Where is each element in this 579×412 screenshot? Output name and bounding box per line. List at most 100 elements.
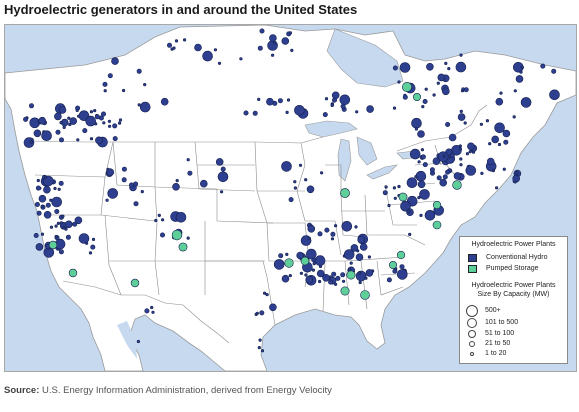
conventional-hydro-plant bbox=[299, 271, 304, 275]
conventional-hydro-plant bbox=[263, 291, 267, 295]
conventional-hydro-plant bbox=[252, 110, 258, 116]
conventional-hydro-plant bbox=[439, 178, 448, 187]
pumped-storage-plant bbox=[398, 192, 408, 202]
conventional-hydro-plant bbox=[296, 251, 305, 260]
conventional-hydro-plant bbox=[453, 172, 462, 180]
conventional-hydro-plant bbox=[417, 196, 421, 200]
conventional-hydro-plant bbox=[367, 255, 372, 259]
conventional-hydro-plant bbox=[118, 118, 123, 122]
pumped-storage-plant bbox=[432, 200, 442, 210]
conventional-hydro-plant bbox=[540, 63, 546, 69]
conventional-hydro-plant bbox=[331, 91, 340, 100]
conventional-hydro-plant bbox=[157, 213, 161, 217]
conventional-hydro-plant bbox=[359, 243, 368, 251]
conventional-hydro-plant bbox=[78, 233, 90, 244]
conventional-hydro-plant bbox=[58, 180, 64, 186]
conventional-hydro-plant bbox=[51, 196, 63, 208]
conventional-hydro-plant bbox=[459, 109, 463, 113]
conventional-hydro-plant bbox=[266, 97, 274, 106]
conventional-hydro-plant bbox=[200, 179, 208, 188]
conventional-hydro-plant bbox=[150, 305, 154, 310]
conventional-hydro-plant bbox=[491, 169, 496, 173]
conventional-hydro-plant bbox=[396, 269, 408, 280]
conventional-hydro-plant bbox=[64, 220, 73, 229]
conventional-hydro-plant bbox=[38, 194, 47, 203]
conventional-hydro-plant bbox=[306, 185, 315, 194]
conventional-hydro-plant bbox=[515, 171, 519, 175]
size-circle-icon bbox=[468, 330, 476, 338]
conventional-hydro-plant bbox=[314, 255, 326, 266]
conventional-hydro-plant bbox=[144, 308, 150, 314]
conventional-hydro-plant bbox=[53, 186, 57, 191]
conventional-hydro-plant bbox=[259, 310, 265, 316]
conventional-hydro-plant bbox=[305, 275, 314, 284]
conventional-hydro-plant bbox=[59, 221, 64, 225]
conventional-hydro-plant bbox=[95, 136, 103, 145]
conventional-hydro-plant bbox=[471, 150, 476, 154]
lake-superior bbox=[304, 120, 358, 138]
conventional-hydro-plant bbox=[72, 221, 78, 227]
conventional-hydro-plant bbox=[40, 204, 44, 208]
conventional-hydro-plant bbox=[172, 46, 176, 50]
size-row: 1 to 20 bbox=[466, 349, 564, 359]
conventional-hydro-plant bbox=[286, 98, 291, 102]
conventional-hydro-plant bbox=[512, 115, 516, 119]
conventional-hydro-plant bbox=[129, 182, 135, 188]
conventional-hydro-plant bbox=[444, 61, 448, 66]
conventional-hydro-plant bbox=[417, 130, 425, 138]
conventional-swatch bbox=[468, 254, 477, 262]
conventional-hydro-plant bbox=[459, 157, 463, 161]
conventional-hydro-plant bbox=[459, 53, 463, 57]
conventional-hydro-plant bbox=[448, 133, 457, 142]
conventional-hydro-plant bbox=[257, 346, 261, 350]
legend-title: Hydroelectric Power Plants bbox=[471, 241, 556, 248]
conventional-hydro-plant bbox=[324, 97, 329, 101]
conventional-hydro-plant bbox=[106, 168, 115, 176]
conventional-hydro-plant bbox=[468, 150, 472, 154]
conventional-hydro-plant bbox=[330, 237, 335, 241]
conventional-hydro-plant bbox=[167, 42, 173, 48]
pumped-storage-plant bbox=[396, 250, 406, 260]
conventional-hydro-plant bbox=[465, 152, 470, 156]
conventional-hydro-plant bbox=[467, 142, 475, 151]
conventional-hydro-plant bbox=[278, 253, 284, 259]
conventional-hydro-plant bbox=[213, 48, 217, 52]
conventional-hydro-plant bbox=[43, 175, 47, 179]
conventional-hydro-plant bbox=[91, 237, 96, 241]
conventional-hydro-plant bbox=[384, 185, 388, 189]
conventional-hydro-plant bbox=[202, 50, 213, 62]
pumped-storage-plant bbox=[300, 256, 310, 266]
size-legend-subtitle: Size By Capacity (MW) bbox=[477, 291, 550, 298]
conventional-hydro-plant bbox=[112, 123, 118, 129]
conventional-hydro-plant bbox=[549, 89, 560, 101]
conventional-hydro-plant bbox=[343, 249, 355, 260]
conventional-hydro-plant bbox=[335, 275, 341, 281]
conventional-hydro-plant bbox=[243, 110, 249, 116]
conventional-hydro-plant bbox=[174, 39, 179, 43]
size-row: 21 to 50 bbox=[466, 339, 564, 349]
conventional-hydro-plant bbox=[324, 227, 330, 233]
conventional-hydro-plant bbox=[103, 89, 107, 93]
conventional-hydro-plant bbox=[429, 167, 435, 173]
conventional-hydro-plant bbox=[515, 75, 524, 83]
map-frame bbox=[4, 24, 577, 372]
conventional-hydro-plant bbox=[258, 338, 262, 342]
conventional-hydro-plant bbox=[502, 129, 511, 138]
conventional-hydro-plant bbox=[397, 184, 401, 189]
conventional-hydro-plant bbox=[494, 122, 505, 134]
conventional-hydro-plant bbox=[419, 213, 423, 217]
conventional-hydro-plant bbox=[426, 62, 434, 71]
conventional-hydro-plant bbox=[322, 274, 330, 282]
conventional-hydro-plant bbox=[175, 212, 187, 223]
pumped-storage-plant bbox=[171, 229, 183, 241]
size-label: 51 to 100 bbox=[485, 330, 515, 337]
conventional-hydro-plant bbox=[355, 110, 359, 114]
conventional-hydro-plant bbox=[399, 264, 405, 270]
conventional-hydro-plant bbox=[67, 116, 71, 120]
conventional-hydro-plant bbox=[461, 87, 465, 91]
conventional-hydro-plant bbox=[357, 271, 362, 275]
conventional-hydro-plant bbox=[392, 106, 397, 110]
conventional-hydro-plant bbox=[151, 310, 155, 314]
conventional-hydro-plant bbox=[424, 87, 428, 91]
size-label: 101 to 500 bbox=[485, 319, 519, 326]
